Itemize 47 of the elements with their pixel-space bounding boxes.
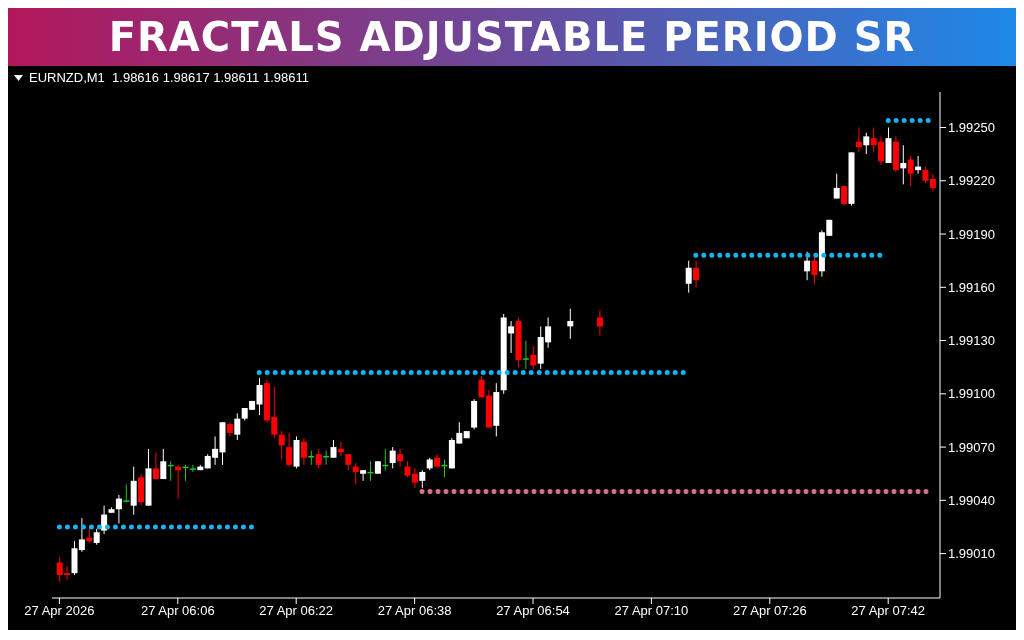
chart-subtitle: EURNZD,M1 1.98616 1.98617 1.98611 1.98611 [29, 70, 309, 85]
y-tick-label: 1.99100 [948, 386, 995, 402]
candlestick [397, 448, 404, 468]
candlestick [234, 412, 241, 441]
candlestick [352, 462, 359, 485]
candlestick [522, 340, 529, 370]
candlestick [833, 173, 840, 200]
candlestick [389, 446, 396, 469]
y-tick-label: 1.99160 [948, 279, 995, 295]
candlestick [567, 308, 574, 340]
y-tick-label: 1.99130 [948, 333, 995, 349]
y-tick-label: 1.99070 [948, 439, 995, 455]
candlestick [907, 155, 914, 187]
y-tick-label: 1.99040 [948, 492, 995, 508]
candlestick [804, 251, 811, 281]
candlestick [315, 448, 322, 469]
candlestick [278, 430, 285, 461]
candlestick [160, 448, 167, 480]
candlestick [530, 345, 537, 370]
candlestick [693, 260, 700, 288]
candlestick [596, 309, 603, 336]
x-tick-label: 27 Apr 06:38 [377, 603, 452, 619]
x-tick-label: 27 Apr 07:26 [732, 603, 807, 619]
y-tick-label: 1.99190 [948, 226, 995, 242]
y-tick-label: 1.99250 [948, 120, 995, 136]
candlestick [189, 464, 196, 473]
x-tick-label: 27 Apr 2026 [24, 603, 95, 619]
candlestick [300, 437, 307, 466]
candlestick [115, 494, 122, 524]
x-tick-label: 27 Apr 06:06 [140, 603, 215, 619]
x-tick-label: 27 Apr 07:10 [614, 603, 689, 619]
x-tick-label: 27 Apr 06:54 [496, 603, 570, 619]
candlestick [360, 469, 367, 482]
candlestick [256, 377, 263, 416]
candlestick [685, 260, 692, 294]
candlestick [811, 256, 818, 285]
y-tick-label: 1.99220 [948, 173, 995, 189]
y-tick-label: 1.99010 [948, 546, 995, 562]
chart-title: FRACTALS ADJUSTABLE PERIOD SR [8, 8, 1016, 66]
candlestick [863, 132, 870, 155]
candlestick [855, 127, 862, 153]
x-tick-label: 27 Apr 07:42 [851, 603, 926, 619]
candlestick [900, 144, 907, 185]
candlestick [286, 432, 293, 468]
candlestick [841, 185, 848, 207]
candlestick [152, 451, 159, 480]
x-tick-label: 27 Apr 06:22 [259, 603, 334, 619]
